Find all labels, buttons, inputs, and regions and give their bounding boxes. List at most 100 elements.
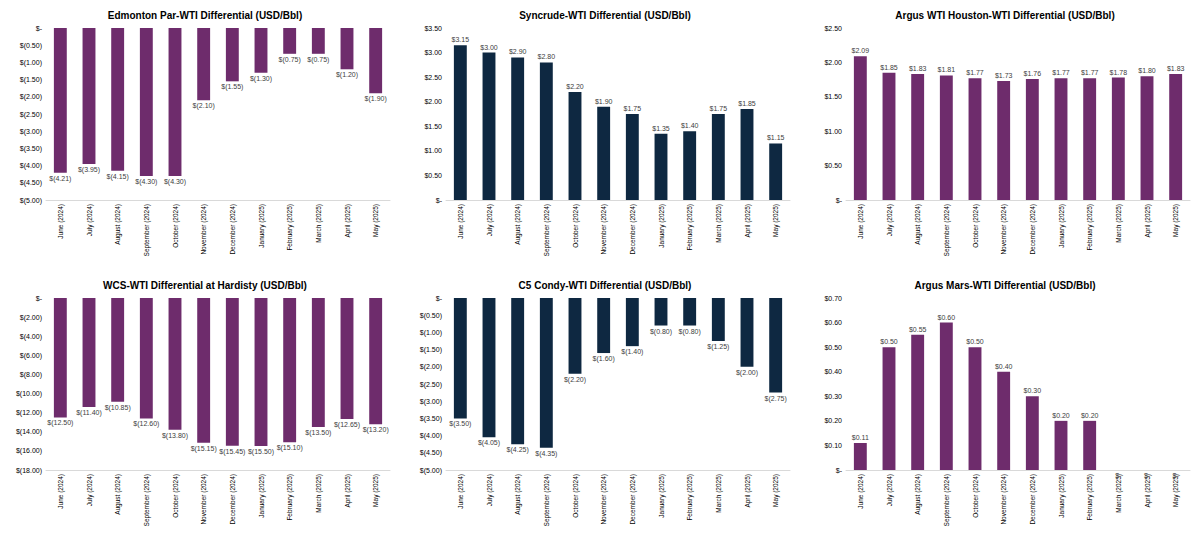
svg-text:$(3.50): $(3.50) <box>20 145 42 153</box>
svg-text:October (2024): October (2024) <box>172 204 180 248</box>
svg-text:$(16.00): $(16.00) <box>16 447 42 455</box>
svg-text:$(13.80): $(13.80) <box>162 432 188 440</box>
svg-text:$(0.75): $(0.75) <box>279 56 301 64</box>
svg-text:$(3.00): $(3.00) <box>420 398 442 406</box>
svg-text:$1.15: $1.15 <box>767 134 785 141</box>
svg-text:May (2025): May (2025) <box>772 474 780 507</box>
svg-text:June (2024): June (2024) <box>857 474 865 509</box>
svg-text:May (2025): May (2025) <box>1172 204 1180 237</box>
svg-text:$0.11: $0.11 <box>852 434 869 441</box>
svg-text:$1.81: $1.81 <box>938 66 956 73</box>
svg-text:$(2.00): $(2.00) <box>20 93 42 101</box>
svg-text:$(0.50): $(0.50) <box>20 42 42 50</box>
svg-text:$0.30: $0.30 <box>1024 387 1042 394</box>
svg-text:June (2024): June (2024) <box>857 204 865 239</box>
svg-text:$3.00: $3.00 <box>480 44 498 51</box>
svg-text:$(8.00): $(8.00) <box>20 371 42 379</box>
svg-text:$1.77: $1.77 <box>1081 69 1099 76</box>
svg-text:$(2.10): $(2.10) <box>193 102 215 110</box>
svg-text:June (2024): June (2024) <box>57 204 65 239</box>
svg-text:$(15.45): $(15.45) <box>219 448 245 456</box>
svg-text:$(4.25): $(4.25) <box>507 446 529 454</box>
svg-text:$(2.75): $(2.75) <box>765 395 787 403</box>
svg-text:$(1.00): $(1.00) <box>20 59 42 67</box>
svg-text:$1.73: $1.73 <box>995 72 1013 79</box>
svg-text:$(14.00): $(14.00) <box>16 428 42 436</box>
svg-text:$0.60: $0.60 <box>824 319 842 326</box>
svg-text:$1.00: $1.00 <box>424 147 442 154</box>
svg-text:$2.00: $2.00 <box>824 59 842 66</box>
svg-text:September (2024): September (2024) <box>143 204 151 256</box>
svg-text:April (2025): April (2025) <box>1144 474 1152 508</box>
svg-text:$(0.80): $(0.80) <box>650 328 672 336</box>
svg-text:March (2025): March (2025) <box>1115 474 1123 513</box>
svg-text:$0.50: $0.50 <box>880 338 898 345</box>
svg-text:$(2.50): $(2.50) <box>420 381 442 389</box>
svg-text:November (2024): November (2024) <box>600 204 608 255</box>
svg-text:February (2025): February (2025) <box>286 204 294 251</box>
svg-text:$(12.60): $(12.60) <box>133 420 159 428</box>
svg-text:$0.70: $0.70 <box>824 295 842 302</box>
svg-text:December (2024): December (2024) <box>1029 474 1037 525</box>
svg-text:December (2024): December (2024) <box>629 474 637 525</box>
svg-text:$(0.50): $(0.50) <box>420 312 442 320</box>
svg-text:April (2025): April (2025) <box>744 204 752 238</box>
svg-text:$(4.30): $(4.30) <box>164 178 186 186</box>
svg-text:$-: $- <box>436 197 443 204</box>
svg-text:$(0.80): $(0.80) <box>679 328 701 336</box>
svg-text:$1.83: $1.83 <box>909 65 927 72</box>
svg-text:$(1.25): $(1.25) <box>707 343 729 351</box>
svg-text:$(4.50): $(4.50) <box>420 449 442 457</box>
svg-text:$1.50: $1.50 <box>824 93 842 100</box>
svg-text:$(4.00): $(4.00) <box>420 432 442 440</box>
svg-text:$1.78: $1.78 <box>1110 69 1128 76</box>
svg-text:$(12.00): $(12.00) <box>16 409 42 417</box>
svg-text:$(4.30): $(4.30) <box>135 178 157 186</box>
svg-text:November (2024): November (2024) <box>200 204 208 255</box>
svg-text:August (2024): August (2024) <box>114 474 122 515</box>
svg-text:$-: $- <box>836 467 843 474</box>
svg-text:July (2024): July (2024) <box>886 204 894 236</box>
svg-text:$1.83: $1.83 <box>1167 65 1185 72</box>
svg-text:$0.30: $0.30 <box>824 393 842 400</box>
svg-text:$2.50: $2.50 <box>824 25 842 32</box>
svg-text:December (2024): December (2024) <box>1029 204 1037 255</box>
svg-text:August (2024): August (2024) <box>514 204 522 245</box>
svg-text:$1.77: $1.77 <box>1052 69 1070 76</box>
svg-text:October (2024): October (2024) <box>972 204 980 248</box>
svg-text:November (2024): November (2024) <box>600 474 608 525</box>
svg-text:$2.00: $2.00 <box>424 98 442 105</box>
svg-text:$0.50: $0.50 <box>824 162 842 169</box>
svg-text:October (2024): October (2024) <box>172 474 180 518</box>
svg-text:$1.85: $1.85 <box>880 64 898 71</box>
svg-text:$2.20: $2.20 <box>566 83 584 90</box>
svg-text:December (2024): December (2024) <box>629 204 637 255</box>
svg-text:January (2025): January (2025) <box>658 474 666 518</box>
svg-text:$-: $- <box>36 25 43 32</box>
svg-text:March (2025): March (2025) <box>315 474 323 513</box>
svg-text:$(2.00): $(2.00) <box>420 363 442 371</box>
svg-text:March (2025): March (2025) <box>715 204 723 243</box>
svg-text:July (2024): July (2024) <box>86 204 94 236</box>
svg-text:August (2024): August (2024) <box>514 474 522 515</box>
svg-text:$2.50: $2.50 <box>424 74 442 81</box>
svg-text:$3.15: $3.15 <box>452 36 470 43</box>
svg-text:$-: $- <box>1115 472 1122 479</box>
svg-text:$0.20: $0.20 <box>1052 412 1070 419</box>
svg-text:$(1.20): $(1.20) <box>336 71 358 79</box>
svg-text:$-: $- <box>836 197 843 204</box>
svg-text:July (2024): July (2024) <box>886 474 894 506</box>
svg-text:October (2024): October (2024) <box>972 474 980 518</box>
svg-text:September (2024): September (2024) <box>943 474 951 526</box>
svg-text:September (2024): September (2024) <box>543 204 551 256</box>
svg-text:August (2024): August (2024) <box>914 474 922 515</box>
svg-text:March (2025): March (2025) <box>715 474 723 513</box>
svg-text:September (2024): September (2024) <box>143 474 151 526</box>
svg-text:April (2025): April (2025) <box>1144 204 1152 238</box>
svg-text:$(15.15): $(15.15) <box>191 445 217 453</box>
svg-text:$1.85: $1.85 <box>738 100 756 107</box>
svg-text:$1.80: $1.80 <box>1138 67 1156 74</box>
svg-text:$(0.75): $(0.75) <box>307 56 329 64</box>
svg-text:$(2.00): $(2.00) <box>736 369 758 377</box>
svg-text:June (2024): June (2024) <box>57 474 65 509</box>
